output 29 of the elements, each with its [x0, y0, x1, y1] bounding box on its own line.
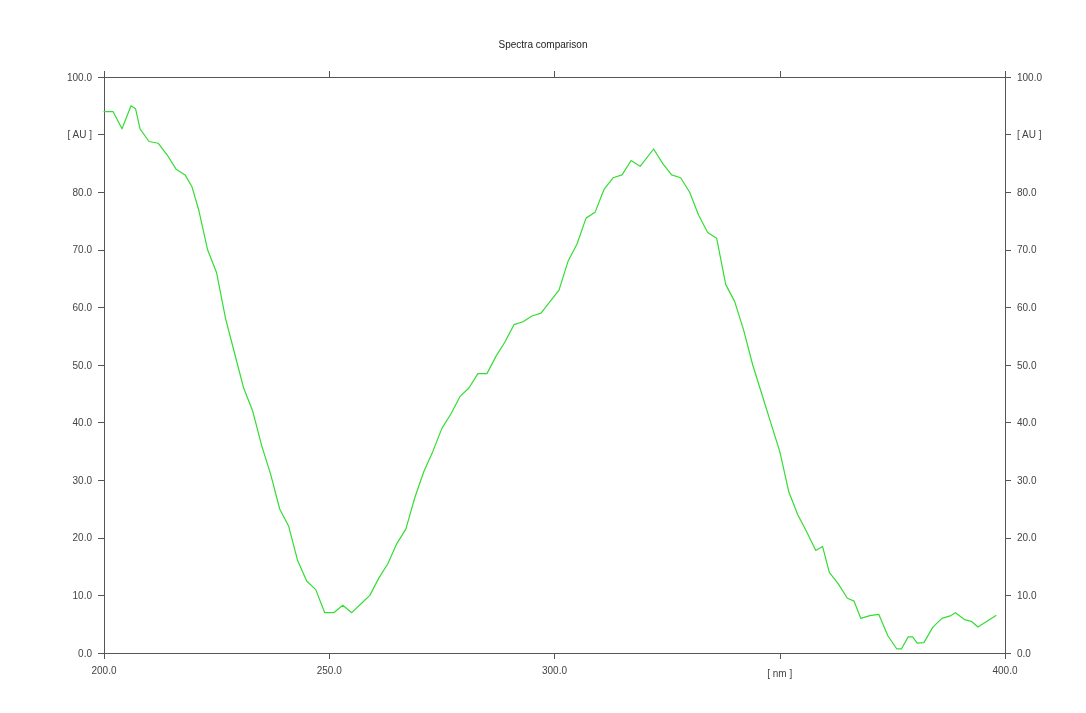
y-tick-label: 0.0 — [78, 647, 93, 659]
y-tick-label: 50.0 — [72, 359, 93, 371]
line-series — [103, 105, 997, 650]
x-tick-label: 250.0 — [316, 664, 343, 676]
x-axis-title: [ nm ] — [767, 667, 793, 679]
y2-tick-label: 60.0 — [1017, 301, 1037, 313]
y2-tick-label: 50.0 — [1017, 359, 1037, 371]
y2-tick-label: 20.0 — [1017, 532, 1037, 544]
y2-axis-title: [ AU ] — [1017, 129, 1042, 141]
y-tick-label: 60.0 — [72, 301, 93, 313]
y-tick-label: 10.0 — [72, 589, 93, 601]
y-tick-label: 100.0 — [66, 71, 93, 83]
x-tick-label: 200.0 — [91, 664, 117, 676]
chart-title: Spectra comparison — [498, 38, 588, 50]
y2-tick-label: 0.0 — [1017, 647, 1032, 659]
y2-tick-label: 100.0 — [1017, 71, 1043, 83]
y-tick-label: 20.0 — [72, 532, 93, 544]
y-axis-title: [ AU ] — [67, 129, 93, 141]
y2-tick-label: 40.0 — [1017, 417, 1037, 429]
y-tick-label: 30.0 — [72, 474, 93, 486]
y-tick-label: 80.0 — [72, 186, 93, 198]
y2-tick-label: 70.0 — [1017, 244, 1037, 256]
x-tick-label: 400.0 — [992, 664, 1018, 676]
x-tick-label: 300.0 — [541, 664, 568, 676]
y2-tick-label: 80.0 — [1017, 186, 1037, 198]
y-tick-label: 70.0 — [72, 244, 93, 256]
y-tick-label: 40.0 — [72, 417, 93, 429]
y2-tick-label: 30.0 — [1017, 474, 1037, 486]
y2-tick-label: 10.0 — [1017, 589, 1037, 601]
